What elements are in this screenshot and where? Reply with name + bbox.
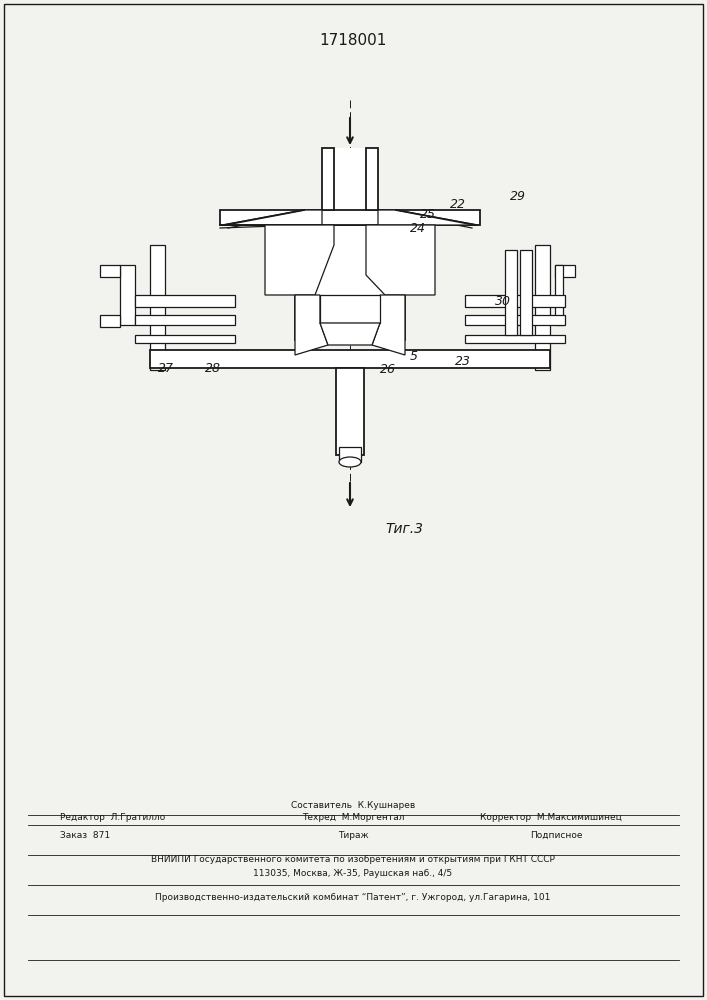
Text: 22: 22: [450, 198, 466, 211]
Bar: [339, 447, 361, 462]
Polygon shape: [372, 295, 405, 355]
Text: 27: 27: [158, 362, 174, 375]
Bar: [366, 148, 378, 210]
Bar: [322, 148, 334, 210]
Text: 25: 25: [420, 208, 436, 221]
Bar: [465, 315, 565, 325]
Polygon shape: [366, 225, 435, 295]
Bar: [505, 250, 517, 335]
Polygon shape: [222, 210, 322, 225]
Polygon shape: [378, 210, 478, 225]
Bar: [135, 315, 235, 325]
Text: Заказ  871: Заказ 871: [60, 831, 110, 840]
Bar: [465, 295, 565, 307]
Text: 29: 29: [510, 190, 526, 203]
Bar: [535, 245, 550, 370]
Text: 23: 23: [455, 355, 471, 368]
Polygon shape: [320, 323, 380, 345]
Ellipse shape: [339, 457, 361, 467]
Bar: [336, 368, 364, 455]
Bar: [150, 350, 550, 368]
Text: Производственно-издательский комбинат “Патент”, г. Ужгород, ул.Гагарина, 101: Производственно-издательский комбинат “П…: [156, 893, 551, 902]
Polygon shape: [295, 295, 328, 355]
Bar: [520, 250, 532, 335]
Text: Редактор  Л.Гратилло: Редактор Л.Гратилло: [60, 813, 165, 822]
Bar: [555, 265, 563, 325]
Text: 26: 26: [380, 363, 396, 376]
Text: 30: 30: [495, 295, 511, 308]
Text: Корректор  М.Максимишинец: Корректор М.Максимишинец: [480, 813, 621, 822]
Text: 5: 5: [410, 350, 418, 363]
Text: Тираж: Тираж: [338, 831, 368, 840]
Bar: [334, 148, 366, 210]
Bar: [555, 265, 575, 277]
Text: Τиг.3: Τиг.3: [385, 522, 423, 536]
Text: 24: 24: [410, 222, 426, 235]
Bar: [220, 210, 480, 225]
Text: Составитель  К.Кушнарев: Составитель К.Кушнарев: [291, 801, 415, 810]
Text: Техред  М.Моргентал: Техред М.Моргентал: [302, 813, 404, 822]
Bar: [150, 245, 165, 370]
Bar: [465, 335, 565, 343]
Bar: [120, 265, 135, 325]
Polygon shape: [265, 225, 334, 295]
Bar: [295, 225, 405, 340]
Bar: [100, 265, 120, 277]
Text: 28: 28: [205, 362, 221, 375]
Bar: [320, 295, 380, 323]
Text: 113035, Москва, Ж-35, Раушская наб., 4/5: 113035, Москва, Ж-35, Раушская наб., 4/5: [253, 869, 452, 878]
Bar: [100, 315, 120, 327]
Text: ВНИИПИ Государственного комитета по изобретениям и открытиям при ГКНТ СССР: ВНИИПИ Государственного комитета по изоб…: [151, 855, 555, 864]
Bar: [135, 335, 235, 343]
Text: Подписное: Подписное: [530, 831, 583, 840]
Text: 1718001: 1718001: [320, 33, 387, 48]
Bar: [135, 295, 235, 307]
